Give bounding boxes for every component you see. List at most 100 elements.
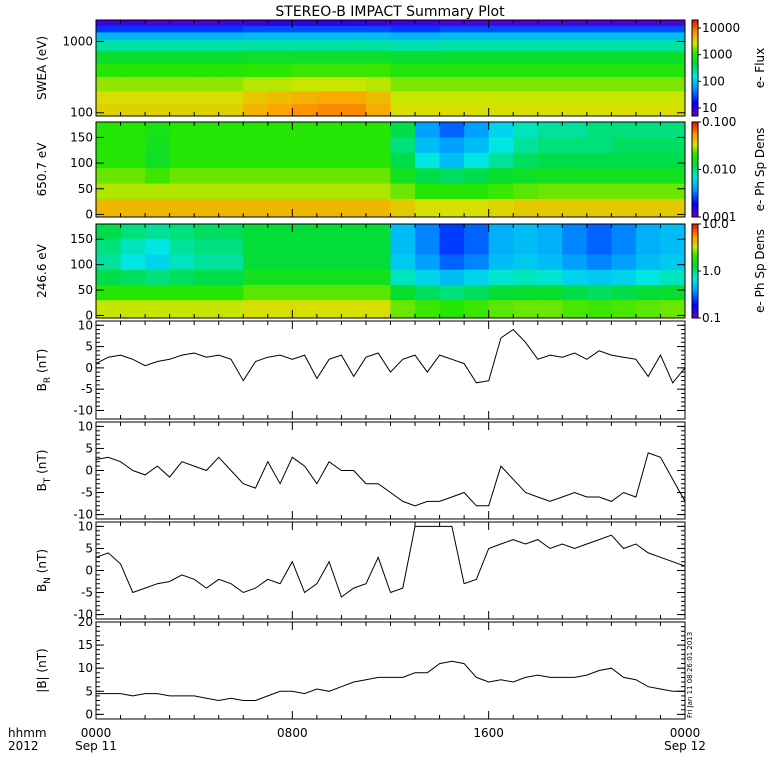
colorbar-segment (692, 24, 698, 28)
heatmap-cell (439, 32, 465, 41)
heatmap-cell (218, 300, 244, 319)
heatmap-cell (96, 199, 122, 218)
heatmap-cell (194, 239, 220, 255)
heatmap-cell (586, 224, 612, 240)
heatmap-cell (415, 32, 441, 41)
colorbar-segment (692, 75, 698, 79)
y-axis-label: SWEA (eV) (35, 36, 49, 100)
heatmap-cell (488, 239, 514, 255)
colorbar-title: e- Ph Sp Dens (753, 229, 767, 313)
colorbar-segment (692, 205, 698, 208)
y-tick-label: 0 (85, 564, 93, 578)
heatmap-cell (145, 122, 171, 138)
heatmap-cell (586, 103, 612, 117)
heatmap-cell (267, 269, 293, 286)
heatmap-cell (243, 63, 269, 78)
heatmap-cell (120, 269, 146, 286)
heatmap-cell (464, 254, 490, 271)
heatmap-cell (488, 183, 514, 200)
heatmap-cell (415, 152, 441, 169)
heatmap-cell (316, 40, 342, 52)
x-corner-label-hhmm: hhmm (8, 726, 47, 740)
heatmap-cell (218, 137, 244, 154)
heatmap-cell (96, 183, 122, 200)
heatmap-cell (488, 122, 514, 138)
heatmap-cell (316, 50, 342, 65)
heatmap-cell (120, 26, 146, 33)
colorbar-segment (692, 48, 698, 52)
heatmap-cell (562, 168, 588, 185)
colorbar-segment (692, 231, 698, 234)
heatmap-cell (513, 32, 539, 41)
heatmap-cell (635, 63, 661, 78)
colorbar-tick-label: 100 (702, 74, 725, 88)
heatmap-cell (218, 103, 244, 117)
colorbar-segment (692, 214, 698, 218)
heatmap-cell (243, 77, 269, 92)
colorbar-segment (692, 60, 698, 64)
heatmap-cell (390, 63, 416, 78)
colorbar-segment (692, 63, 698, 67)
heatmap-cell (96, 77, 122, 92)
heatmap-cell (169, 32, 195, 41)
heatmap-cell (390, 91, 416, 105)
colorbar-segment (692, 207, 698, 211)
colorbar-tick-label: 0.010 (702, 163, 736, 177)
heatmap-cell (660, 300, 686, 319)
heatmap-cell (292, 152, 318, 169)
heatmap-cell (267, 32, 293, 41)
heatmap-cell (267, 50, 293, 65)
heatmap-cell (194, 32, 220, 41)
panel-frame (95, 521, 686, 620)
y-tick-label: 5 (85, 684, 93, 698)
y-label-subscript: N (43, 577, 53, 584)
colorbar-segment (692, 29, 698, 33)
heatmap-cell (292, 32, 318, 41)
colorbar-segment (692, 240, 698, 244)
colorbar-segment (692, 46, 698, 50)
heatmap-cell (513, 26, 539, 33)
heatmap-cell (120, 63, 146, 78)
heatmap-cell (341, 91, 367, 105)
heatmap-cell (660, 199, 686, 218)
heatmap-cell (341, 183, 367, 200)
heatmap-cell (218, 269, 244, 286)
colorbar-segment (692, 133, 698, 137)
heatmap-cell (218, 77, 244, 92)
heatmap-cell (316, 122, 342, 138)
heatmap-cell (120, 199, 146, 218)
heatmap-cell (243, 32, 269, 41)
heatmap-cell (439, 20, 465, 27)
heatmap-cell (243, 183, 269, 200)
heatmap-cell (660, 40, 686, 52)
heatmap-cell (218, 254, 244, 271)
colorbar-segment (692, 68, 698, 71)
heatmap-cell (415, 122, 441, 138)
heatmap-cell (488, 20, 514, 27)
heatmap-cell (365, 32, 391, 41)
heatmap-cell (145, 152, 171, 169)
heatmap-cell (586, 269, 612, 286)
colorbar-frame (691, 19, 699, 117)
heatmap-cell (415, 103, 441, 117)
heatmap-cell (611, 269, 637, 286)
heatmap-cell (316, 224, 342, 240)
y-tick-label: 10 (78, 318, 93, 332)
y-tick-label: -10 (73, 608, 93, 622)
colorbar-segment (692, 259, 698, 263)
heatmap-cell (439, 183, 465, 200)
heatmap-cell (488, 32, 514, 41)
heatmap-cell (365, 152, 391, 169)
heatmap-cell (145, 20, 171, 27)
heatmap-cell (194, 20, 220, 27)
colorbar-segment (692, 87, 698, 91)
colorbar-tick-label: 0.1 (702, 311, 721, 325)
heatmap-cell (660, 284, 686, 301)
heatmap-cell (390, 300, 416, 319)
heatmap-cell (537, 77, 563, 92)
heatmap-cell (439, 77, 465, 92)
heatmap-cell (586, 183, 612, 200)
heatmap-cell (316, 183, 342, 200)
heatmap-cell (464, 239, 490, 255)
